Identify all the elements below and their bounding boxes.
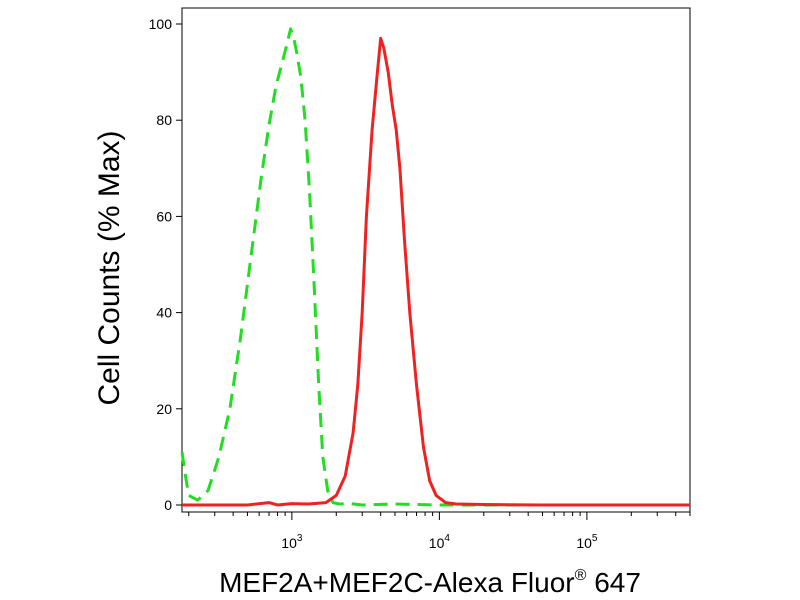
y-tick-label: 0 — [164, 497, 172, 513]
series-line-1 — [182, 36, 690, 507]
series-line-0 — [180, 27, 690, 507]
x-axis-ticks: 103 104 105 — [188, 512, 691, 551]
x-axis-title-main: MEF2A+MEF2C-Alexa Fluor — [219, 567, 575, 598]
x-tick-label: 105 — [576, 533, 598, 551]
y-tick-label: 40 — [156, 305, 172, 321]
x-axis-title-superscript: ® — [575, 567, 587, 584]
x-axis-title-suffix: 647 — [586, 567, 641, 598]
x-tick-label: 103 — [281, 533, 303, 551]
y-tick-label: 20 — [156, 401, 172, 417]
plot-area: 0 20 40 60 80 100 103 104 105 — [149, 7, 691, 551]
y-tick-label: 60 — [156, 208, 172, 224]
x-tick-label: 104 — [429, 533, 451, 551]
y-axis-title: Cell Counts (% Max) — [93, 130, 126, 405]
y-tick-label: 80 — [156, 112, 172, 128]
y-tick-label: 100 — [149, 16, 173, 32]
plot-frame — [181, 7, 691, 513]
x-axis-title: MEF2A+MEF2C-Alexa Fluor® 647 — [219, 567, 641, 598]
series-layer — [180, 27, 690, 507]
y-axis-ticks: 0 20 40 60 80 100 — [149, 16, 182, 513]
